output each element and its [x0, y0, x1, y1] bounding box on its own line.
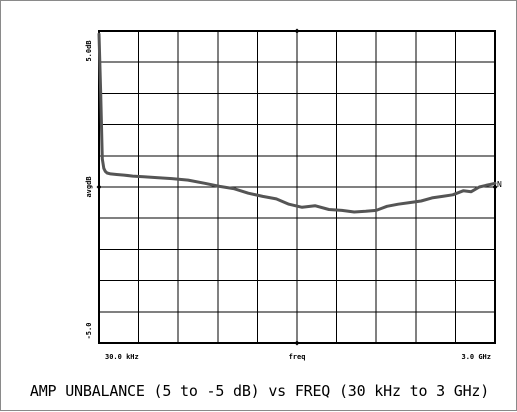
reference-tick [294, 340, 300, 346]
trace-marker-label: N [497, 180, 502, 189]
x-tick-label-stop: 3.0 GHz [461, 353, 491, 361]
x-tick-label-center: freq [289, 353, 306, 361]
chart-caption: AMP UNBALANCE (5 to -5 dB) vs FREQ (30 k… [29, 382, 490, 400]
series-line [97, 32, 497, 214]
reference-tick [492, 184, 498, 190]
y-tick-label-bottom: -5.0 [85, 323, 93, 340]
y-tick-label-mid: avgdB [85, 176, 93, 197]
grid [99, 31, 495, 343]
axis-ticks [96, 28, 498, 346]
reference-tick [294, 28, 300, 34]
reference-tick [96, 184, 102, 190]
y-tick-label-top: 5.0dB [85, 40, 93, 61]
x-tick-label-start: 30.0 kHz [105, 353, 139, 361]
